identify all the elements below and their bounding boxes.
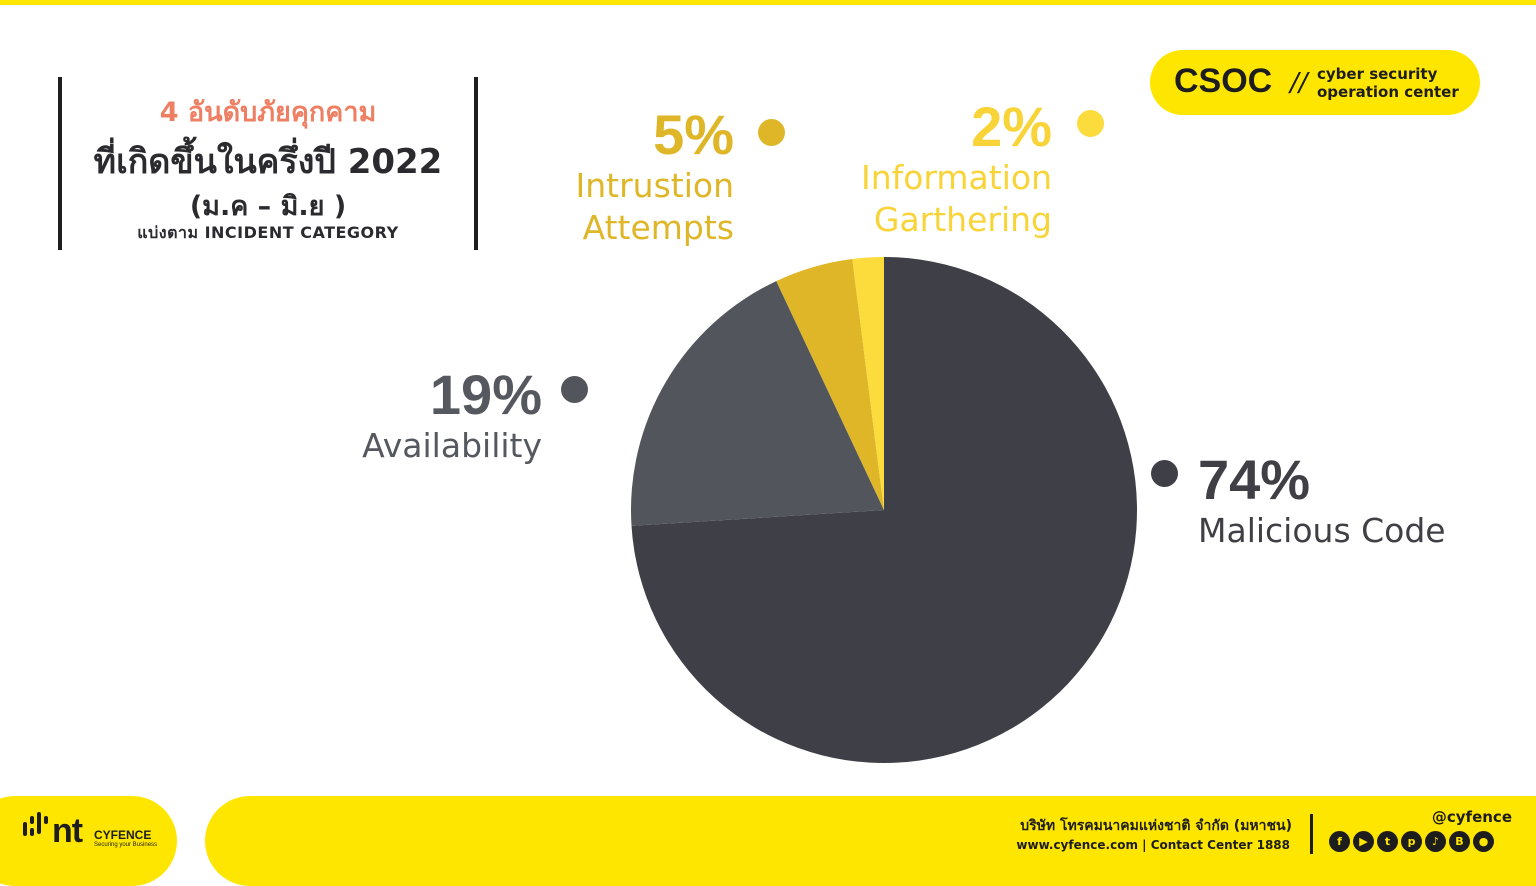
- pinterest-icon[interactable]: p: [1401, 831, 1422, 852]
- label-information-gathering: 2% Information Garthering: [780, 97, 1052, 241]
- csoc-badge: CSOC // cyber security operation center: [1150, 50, 1480, 115]
- pie-slice-malicious-code: [631, 257, 1138, 764]
- tiktok-icon[interactable]: ♪: [1425, 831, 1446, 852]
- pct-availability: 19%: [429, 363, 542, 426]
- dot-malicious-code: [1151, 460, 1178, 487]
- name-malicious-code: Malicious Code: [1198, 511, 1446, 550]
- title-line-4: แบ่งตาม INCIDENT CATEGORY: [137, 223, 399, 242]
- label-intrusion-attempts: 5% Intrustion Attempts: [500, 105, 734, 249]
- pie-slice-availability: [631, 281, 884, 526]
- pie-chart: [631, 257, 1138, 764]
- dot-availability: [561, 376, 588, 403]
- title-block: 4 อันดับภัยคุกคาม ที่เกิดขึ้นในครึ่งปี 2…: [58, 77, 478, 250]
- logo-nt: nt: [52, 812, 83, 850]
- csoc-title: CSOC: [1174, 62, 1273, 100]
- company-name: บริษัท โทรคมนาคมแห่งชาติ จำกัด (มหาชน): [1020, 818, 1292, 834]
- logo-brand: CYFENCE: [94, 828, 152, 842]
- logo-bars-icon: [22, 812, 52, 848]
- label-availability: 19% Availability: [280, 365, 542, 467]
- title-line-3: (ม.ค – มิ.ย ): [189, 191, 347, 222]
- logo-tagline: Securing your Business: [94, 842, 158, 848]
- twitter-icon[interactable]: t: [1377, 831, 1398, 852]
- csoc-subtitle-line-1: cyber security: [1317, 65, 1438, 83]
- social-handle[interactable]: @cyfence: [1431, 808, 1512, 826]
- pct-malicious-code: 74%: [1198, 448, 1311, 511]
- website-contact[interactable]: www.cyfence.com | Contact Center 1888: [1016, 838, 1290, 852]
- name-intrusion-line-1: Intrustion: [575, 166, 734, 205]
- csoc-subtitle: cyber security operation center: [1317, 65, 1459, 101]
- name-intrusion-line-2: Attempts: [582, 208, 734, 247]
- name-availability: Availability: [362, 426, 542, 465]
- nt-cyfence-logo[interactable]: nt CYFENCE Securing your Business: [22, 812, 162, 852]
- dot-information-gathering: [1077, 110, 1104, 137]
- label-malicious-code: 74% Malicious Code: [1198, 450, 1446, 552]
- top-accent-strip: [0, 0, 1536, 5]
- title-right-bar: [474, 77, 478, 250]
- blockdit-icon[interactable]: B: [1449, 831, 1470, 852]
- youtube-icon[interactable]: ▶: [1353, 831, 1374, 852]
- name-information-line-2: Garthering: [873, 200, 1052, 239]
- title-line-1: 4 อันดับภัยคุกคาม: [159, 97, 377, 128]
- facebook-icon[interactable]: f: [1329, 831, 1350, 852]
- pie-slice-intrustion-attempts: [776, 258, 884, 510]
- title-left-bar: [58, 77, 62, 250]
- dot-intrusion-attempts: [758, 119, 785, 146]
- pie-slice-information-garthering: [852, 257, 884, 510]
- medium-icon[interactable]: ●: [1473, 831, 1494, 852]
- csoc-subtitle-line-2: operation center: [1317, 83, 1459, 101]
- name-information-line-1: Information: [860, 158, 1052, 197]
- title-line-2: ที่เกิดขึ้นในครึ่งปี 2022: [93, 142, 443, 182]
- footer-divider: [1310, 814, 1313, 854]
- social-icons: f ▶ t p ♪ B ●: [1329, 830, 1497, 852]
- csoc-slash: //: [1290, 68, 1308, 98]
- pct-information-gathering: 2%: [971, 95, 1052, 158]
- pct-intrusion-attempts: 5%: [653, 103, 734, 166]
